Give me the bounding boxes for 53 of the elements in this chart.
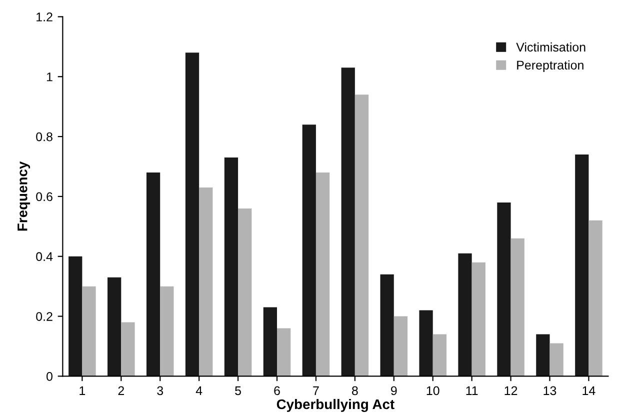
x-tick-label: 3 xyxy=(157,386,164,396)
bar xyxy=(341,68,355,376)
bar xyxy=(458,253,472,376)
y-tick-label: 0 xyxy=(46,372,52,381)
bar xyxy=(108,277,122,376)
bar xyxy=(121,322,135,376)
bar xyxy=(510,238,524,376)
bar xyxy=(354,94,369,376)
bar xyxy=(68,256,82,376)
x-tick-label: 7 xyxy=(313,386,319,395)
x-tick-label: 8 xyxy=(352,386,358,396)
legend-label: Victimisation xyxy=(516,42,586,52)
bar xyxy=(263,307,277,376)
bar xyxy=(82,286,96,376)
bar xyxy=(550,343,564,376)
x-tick-label: 13 xyxy=(544,386,556,396)
bar xyxy=(160,286,174,376)
x-axis-title: Cyberbullying Act xyxy=(276,398,394,412)
legend-label: Pereptration xyxy=(517,60,584,72)
bar xyxy=(380,274,394,376)
x-tick-label: 12 xyxy=(504,386,518,395)
bar xyxy=(536,334,550,376)
x-tick-label: 9 xyxy=(391,386,397,396)
y-axis-title: Frequency xyxy=(18,161,30,231)
bar xyxy=(432,334,446,376)
bar xyxy=(575,154,589,376)
bar xyxy=(497,202,511,376)
y-tick-label: 0.2 xyxy=(36,312,52,321)
bar xyxy=(394,316,408,376)
y-tick-label: 0.4 xyxy=(36,252,53,262)
x-tick-label: 10 xyxy=(426,386,440,396)
x-tick-label: 11 xyxy=(466,386,478,395)
y-tick-label: 0.8 xyxy=(36,132,52,142)
bar xyxy=(224,158,238,376)
x-tick-label: 2 xyxy=(118,386,124,395)
x-tick-label: 1 xyxy=(80,386,86,395)
bar xyxy=(277,328,291,376)
y-tick-label: 1 xyxy=(46,72,52,82)
y-tick-label: 0.6 xyxy=(36,192,52,202)
y-tick-label: 1.2 xyxy=(36,12,52,22)
bar xyxy=(238,208,252,376)
bar xyxy=(146,172,160,376)
x-tick-label: 6 xyxy=(274,386,280,396)
bar xyxy=(588,220,602,376)
bar xyxy=(199,187,213,376)
x-tick-label: 14 xyxy=(582,386,596,395)
bar xyxy=(419,310,433,376)
bar xyxy=(302,124,316,376)
x-tick-label: 5 xyxy=(235,386,241,396)
x-tick-label: 4 xyxy=(196,386,202,395)
bar xyxy=(185,52,200,376)
bar xyxy=(472,262,486,376)
bar xyxy=(316,172,330,376)
